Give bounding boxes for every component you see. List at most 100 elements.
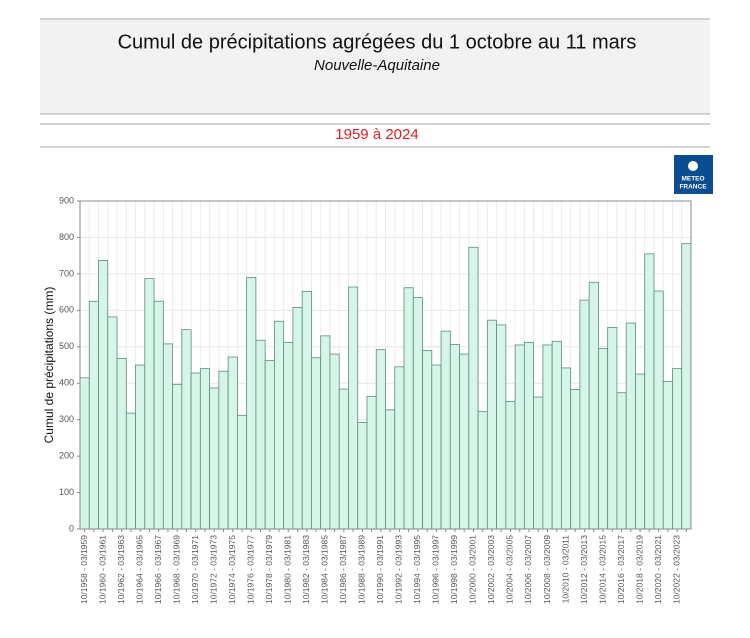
x-tick-label: 10/1960 - 03/1961 (97, 535, 107, 604)
bar (672, 368, 683, 530)
x-tick-label: 10/1962 - 03/1963 (116, 535, 126, 604)
y-tick-label: 900 (59, 195, 74, 205)
header-box (40, 19, 710, 114)
x-tick-label: 10/1972 - 03/1973 (208, 535, 218, 604)
x-tick-label: 10/1986 - 03/1987 (338, 535, 348, 604)
bar (579, 299, 590, 530)
bar (412, 297, 423, 530)
bar (635, 373, 646, 530)
chart-subtitle: Nouvelle-Aquitaine (314, 57, 440, 74)
chart-title: Cumul de précipitations agrégées du 1 oc… (118, 31, 637, 53)
y-tick-label: 600 (59, 305, 74, 315)
bar (199, 368, 211, 530)
bar (486, 319, 497, 530)
bar (153, 300, 164, 530)
x-tick-label: 10/1992 - 03/1993 (394, 535, 404, 604)
x-tick-label: 10/1978 - 03/1979 (264, 535, 274, 604)
y-tick-label: 300 (59, 414, 74, 424)
y-tick-label: 0 (69, 523, 74, 533)
y-tick-label: 500 (59, 341, 74, 351)
bar (533, 396, 544, 530)
bar (88, 300, 99, 530)
x-tick-label: 10/2018 - 03/2019 (634, 535, 644, 604)
logo-text: METEO (681, 176, 704, 183)
bar (403, 287, 414, 530)
x-tick-label: 10/1966 - 03/1967 (153, 535, 163, 604)
bar (616, 392, 627, 530)
bar (320, 335, 331, 530)
bar (681, 243, 692, 530)
bar (459, 353, 470, 530)
bar (98, 260, 109, 530)
bar (338, 388, 349, 530)
x-tick-label: 10/2022 - 03/2023 (671, 535, 681, 604)
x-tick-label: 10/1994 - 03/1995 (412, 535, 422, 604)
bar (135, 364, 146, 530)
x-tick-label: 10/1974 - 03/1975 (227, 535, 237, 604)
x-tick-label: 10/2014 - 03/2015 (597, 535, 607, 604)
x-tick-label: 10/1988 - 03/1989 (357, 535, 367, 604)
x-tick-label: 10/2000 - 03/2001 (468, 535, 478, 604)
x-tick-label: 10/2016 - 03/2017 (616, 535, 626, 604)
bar (607, 327, 618, 530)
bar (366, 395, 377, 530)
bar (264, 360, 275, 530)
bar (181, 329, 192, 530)
bar (385, 409, 396, 530)
x-tick-label: 10/2020 - 03/2021 (653, 535, 663, 604)
x-tick-label: 10/1984 - 03/1985 (320, 535, 330, 604)
bar (394, 366, 405, 530)
y-tick-label: 800 (59, 232, 74, 242)
bar (209, 387, 220, 530)
y-tick-label: 100 (59, 487, 74, 497)
bar (190, 372, 201, 530)
plot-frame (79, 200, 692, 530)
y-tick-label: 700 (59, 268, 74, 278)
bar (79, 377, 90, 530)
y-tick-label: 400 (59, 378, 74, 388)
x-tick-label: 10/1970 - 03/1971 (190, 535, 200, 604)
bar (162, 343, 173, 530)
x-tick-label: 10/2006 - 03/2007 (523, 535, 533, 604)
x-tick-label: 10/1980 - 03/1981 (283, 535, 293, 604)
bar (644, 253, 655, 530)
bar (329, 353, 340, 530)
bar (653, 290, 664, 530)
bar (496, 324, 507, 530)
logo-text: FRANCE (679, 184, 707, 191)
bar (422, 350, 433, 530)
bar (144, 278, 155, 530)
bar (116, 358, 127, 530)
bar (311, 357, 322, 530)
x-tick-label: 10/1982 - 03/1983 (301, 535, 311, 604)
bar (477, 411, 488, 530)
x-tick-label: 10/1958 - 03/1959 (79, 535, 89, 604)
bar (274, 320, 285, 530)
x-tick-label: 10/1976 - 03/1977 (246, 535, 256, 604)
bar (440, 330, 451, 530)
bar (625, 322, 636, 530)
period: 1959 à 2024 (335, 126, 418, 143)
bar (283, 342, 294, 530)
bar (227, 356, 238, 530)
x-tick-label: 10/2004 - 03/2005 (505, 535, 515, 604)
bar (255, 339, 266, 530)
x-tick-label: 10/2002 - 03/2003 (486, 535, 496, 604)
x-tick-label: 10/1996 - 03/1997 (431, 535, 441, 604)
bar (172, 383, 183, 530)
bar (246, 277, 257, 530)
bar (236, 414, 248, 530)
bar (375, 349, 386, 530)
bar (357, 422, 368, 530)
bar (662, 380, 673, 530)
y-axis-label: Cumul de précipitations (mm) (42, 287, 56, 444)
bar (514, 344, 525, 530)
bar (570, 389, 581, 530)
x-tick-label: 10/1990 - 03/1991 (375, 535, 385, 604)
x-tick-label: 10/1998 - 03/1999 (449, 535, 459, 604)
bar (560, 367, 572, 530)
bar (523, 342, 535, 530)
bar (292, 307, 303, 530)
x-tick-label: 10/2010 - 03/2011 (560, 535, 570, 604)
